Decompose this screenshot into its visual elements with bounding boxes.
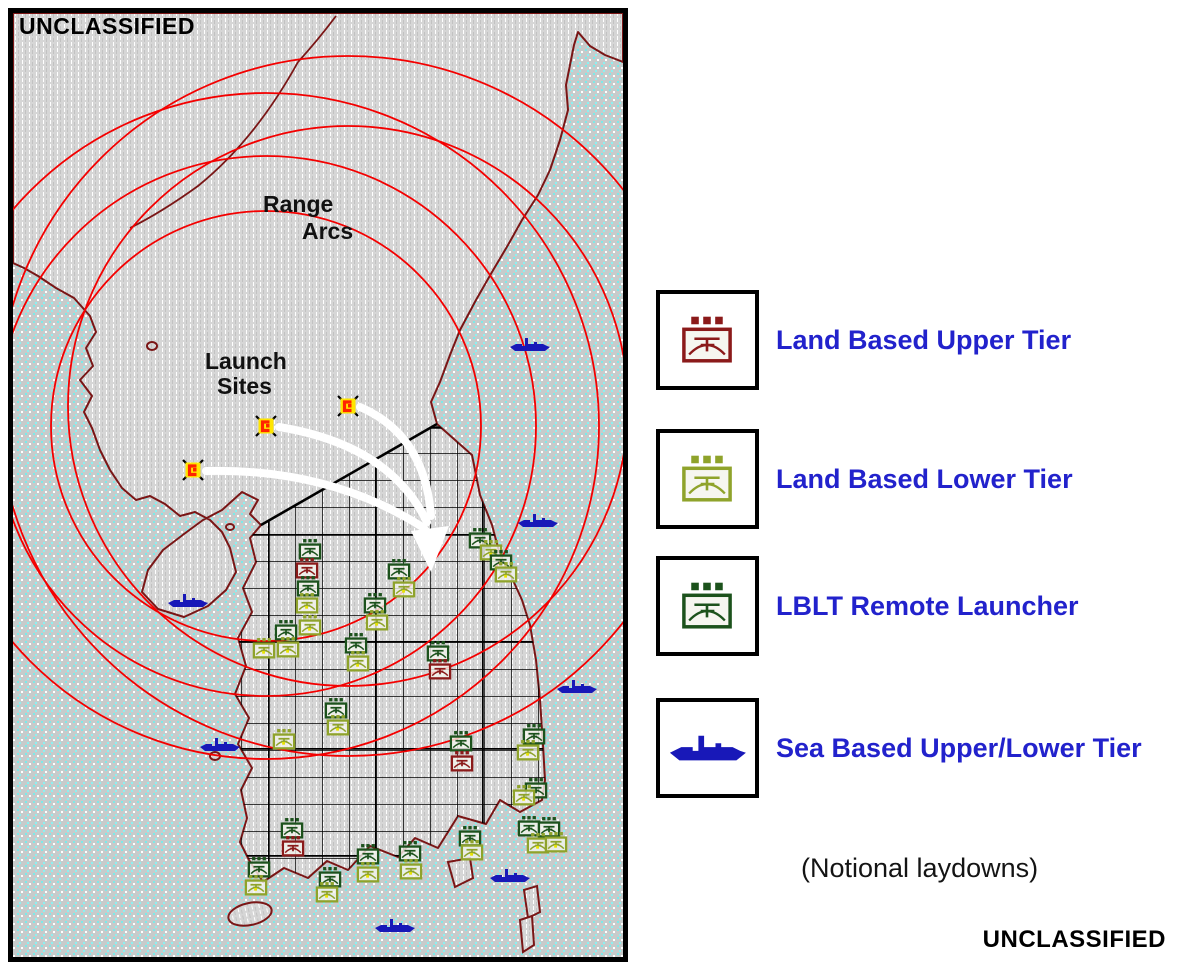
- land-upper-tier-unit-icon: [450, 751, 474, 772]
- sea-based-ship-icon: [669, 735, 746, 761]
- legend-symbol-box: [656, 556, 759, 656]
- land-upper-tier-unit-icon: [281, 836, 305, 857]
- classification-banner-bottom: UNCLASSIFIED: [982, 926, 1166, 953]
- classification-banner-top: UNCLASSIFIED: [19, 13, 195, 39]
- lblt-remote-launcher-unit-icon: [324, 698, 348, 719]
- legend-item-lblt-remote: LBLT Remote Launcher: [656, 556, 1079, 656]
- small-island: [146, 341, 158, 351]
- land-lower-tier-unit-icon: [399, 859, 423, 880]
- lblt-remote-launcher-unit-icon: [449, 731, 473, 752]
- land-lower-tier-unit-icon: [298, 615, 322, 636]
- land-lower-tier-unit-icon: [356, 862, 380, 883]
- jeju-island: [227, 901, 273, 927]
- range-arc: [13, 155, 537, 697]
- sea-based-glyph: [669, 735, 746, 761]
- lblt-remote-launcher-unit-icon: [247, 857, 271, 878]
- tsushima-north-island: [522, 884, 542, 920]
- range-arc: [67, 125, 623, 687]
- small-island: [225, 523, 235, 531]
- land-upper-tier-unit-icon: [428, 659, 452, 680]
- land-lower-tier-unit-icon: [494, 562, 518, 583]
- legend-item-land-lower: Land Based Lower Tier: [656, 429, 1073, 529]
- legend-label: Land Based Lower Tier: [776, 463, 1073, 494]
- lblt-remote-launcher-unit-icon: [468, 528, 492, 549]
- lblt-remote-launcher-unit-icon: [274, 620, 298, 641]
- lblt-remote-glyph: [682, 582, 732, 629]
- lblt-remote-launcher-unit-icon: [318, 867, 342, 888]
- attack-arrowhead: [411, 526, 449, 572]
- yalu-river-border: [129, 61, 299, 229]
- land-lower-tier-unit-icon: [276, 637, 300, 658]
- islands: [146, 341, 542, 954]
- land-lower-tier-unit-icon: [392, 577, 416, 598]
- land-lower-tier-unit-icon: [516, 740, 540, 761]
- lblt-remote-launcher-unit-icon: [398, 841, 422, 862]
- land-lower-tier-unit-icon: [512, 785, 536, 806]
- lblt-remote-launcher-unit-icon: [296, 576, 320, 597]
- land-lower-tier-unit-icon: [365, 610, 389, 631]
- legend-label: LBLT Remote Launcher: [776, 590, 1079, 621]
- legend-symbol-box: [656, 429, 759, 529]
- land-based-upper-tier-icon: [682, 316, 732, 363]
- launch-sites-label-line2: Sites: [217, 373, 272, 399]
- attack-arrow: [275, 423, 431, 526]
- lblt-remote-launcher-unit-icon: [344, 633, 368, 654]
- range-arcs-label-line2: Arcs: [302, 218, 353, 244]
- defense-units-layer: [244, 528, 568, 903]
- range-arcs-label-line1: Range: [263, 191, 333, 217]
- land-lower-glyph: [682, 455, 732, 502]
- lblt-remote-launcher-unit-icon: [426, 641, 450, 662]
- land-upper-glyph: [682, 316, 732, 363]
- legend-symbol-box: [656, 698, 759, 798]
- legend-item-sea-based: Sea Based Upper/Lower Tier: [656, 698, 1142, 798]
- launch-sites-label-line1: Launch: [205, 348, 287, 374]
- launch-site-icon: [337, 395, 359, 417]
- legend-label: Land Based Upper Tier: [776, 324, 1072, 355]
- land-lower-tier-unit-icon: [272, 729, 296, 750]
- land-based-lower-tier-icon: [682, 455, 732, 502]
- lblt-remote-launcher-unit-icon: [280, 818, 304, 839]
- lblt-remote-launcher-unit-icon: [298, 539, 322, 560]
- range-arc: [13, 92, 600, 760]
- land-lower-tier-unit-icon: [460, 840, 484, 861]
- lblt-remote-launcher-unit-icon: [458, 826, 482, 847]
- range-arc: [13, 55, 623, 757]
- land-lower-tier-unit-icon: [326, 715, 350, 736]
- lblt-remote-launcher-unit-icon: [387, 559, 411, 580]
- launch-site-icon: [182, 459, 204, 481]
- range-arcs-layer: [13, 55, 623, 760]
- legend-label: Sea Based Upper/Lower Tier: [776, 732, 1142, 763]
- map-panel: Range Arcs Launch Sites: [8, 8, 628, 962]
- tsushima-south-island: [518, 914, 536, 954]
- legend-symbol-box: [656, 290, 759, 390]
- attack-arrows-layer: [202, 403, 449, 572]
- lblt-remote-launcher-unit-icon: [356, 844, 380, 865]
- land-lower-tier-unit-icon: [315, 882, 339, 903]
- land-lower-tier-unit-icon: [295, 593, 319, 614]
- legend-item-land-upper: Land Based Upper Tier: [656, 290, 1071, 390]
- land-lower-tier-unit-icon: [346, 651, 370, 672]
- korea-map: Range Arcs Launch Sites: [13, 13, 623, 957]
- launch-sites-layer: [182, 395, 359, 481]
- launch-site-icon: [255, 415, 277, 437]
- lblt-remote-launcher-unit-icon: [522, 724, 546, 745]
- notional-laydowns-note: (Notional laydowns): [801, 853, 1039, 883]
- lblt-remote-launcher-unit-icon: [363, 593, 387, 614]
- land-lower-tier-unit-icon: [252, 638, 276, 659]
- land-lower-tier-unit-icon: [544, 832, 568, 853]
- attack-arrow: [356, 403, 435, 520]
- lblt-remote-launcher-icon: [682, 582, 732, 629]
- attack-arrow: [202, 466, 428, 532]
- range-arc: [50, 210, 482, 642]
- land-lower-tier-unit-icon: [244, 875, 268, 896]
